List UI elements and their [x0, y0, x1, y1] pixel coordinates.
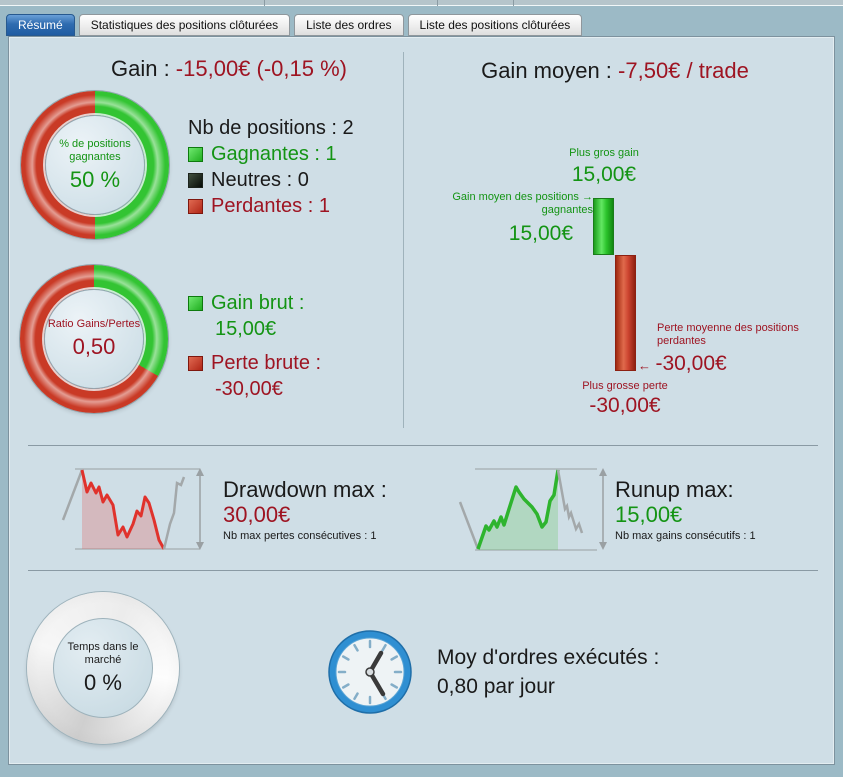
avg-win-label-line2: gagnantes [541, 204, 593, 216]
tab-liste-des-ordres[interactable]: Liste des ordres [294, 14, 404, 36]
win-percent-donut-chart: % de positions gagnantes 50 % [21, 91, 169, 239]
perte-brute-label: Perte brute : [211, 352, 322, 374]
avg-orders-text: Moy d'ordres exécutés : 0,80 par jour [437, 643, 659, 701]
vertical-divider [403, 52, 404, 428]
perte-brute-value: -30,00€ [215, 378, 283, 400]
gain-value: -15,00€ (-0,15 %) [175, 56, 347, 81]
legend-row-gagnantes: Gagnantes : 1 [188, 141, 354, 167]
green-square-icon [188, 296, 203, 311]
drawdown-sparkline-icon [61, 468, 204, 550]
tab-resume[interactable]: Résumé [6, 14, 75, 36]
gain-moyen-title: Gain moyen : -7,50€ / trade [420, 58, 810, 84]
green-square-icon [188, 147, 203, 162]
ratio-donut-center: Ratio Gains/Pertes 0,50 [44, 289, 144, 389]
red-square-icon [188, 356, 203, 371]
time-in-market-value: 0 % [84, 669, 122, 695]
top-strip-divider [437, 0, 438, 6]
plus-grosse-perte-label: Plus grosse perte [582, 380, 668, 392]
right-arrow-icon: → [582, 191, 593, 203]
ratio-donut-label: Ratio Gains/Pertes [47, 318, 141, 330]
avg-orders-line2: 0,80 par jour [437, 675, 555, 698]
time-in-market-center: Temps dans le marché 0 % [53, 618, 153, 718]
gain-moyen-value: -7,50€ / trade [618, 58, 749, 83]
avg-loss-label-line1: Perte moyenne des positions [657, 322, 799, 334]
gain-label: Gain : [110, 56, 176, 81]
positions-legend: Nb de positions : 2 Gagnantes : 1 Neutre… [188, 115, 354, 219]
runup-value: 15,00€ [615, 502, 683, 527]
waterfall-gain-bar [593, 198, 614, 255]
left-arrow-icon: ← [638, 358, 651, 373]
win-percent-donut-center: % de positions gagnantes 50 % [45, 115, 145, 215]
plus-gros-gain-label: Plus gros gain [569, 147, 639, 159]
avg-loss-label: Perte moyenne des positions perdantes [657, 322, 799, 348]
top-strip-divider [264, 0, 265, 6]
tab-liste-des-positions-cloturees[interactable]: Liste des positions clôturées [407, 14, 583, 36]
gain-brut-label: Gain brut : [211, 292, 305, 314]
clock-icon [328, 630, 412, 714]
win-donut-value: 50 % [69, 166, 121, 192]
time-in-market-label-line2: marché [84, 653, 122, 666]
gain-title: Gain : -15,00€ (-0,15 %) [20, 56, 438, 82]
legend-neutres-label: Neutres : 0 [211, 169, 309, 191]
avg-win-label-line1: Gain moyen des positions [452, 191, 579, 203]
runup-sparkline-icon [458, 468, 607, 551]
legend-row-perdantes: Perdantes : 1 [188, 193, 354, 219]
separator-line [28, 445, 818, 446]
gain-moyen-label: Gain moyen : [481, 58, 619, 83]
ratio-donut-chart: Ratio Gains/Pertes 0,50 [20, 265, 168, 413]
positions-count: Nb de positions : 2 [188, 117, 354, 139]
separator-line [28, 570, 818, 571]
top-edge-strip [0, 0, 843, 6]
avg-win-label: Gain moyen des positions → gagnantes [433, 191, 593, 217]
plus-gros-gain-value: 15,00€ [571, 163, 637, 186]
avg-loss-value: -30,00€ [655, 352, 727, 375]
tab-statistiques-positions-cloturees[interactable]: Statistiques des positions clôturées [78, 14, 291, 36]
drawdown-value: 30,00€ [223, 502, 291, 527]
avg-loss-label-line2: perdantes [657, 335, 706, 347]
time-in-market-label-line1: Temps dans le [67, 640, 139, 653]
win-donut-label-line2: gagnantes [69, 150, 121, 163]
gross-legend: Gain brut : 15,00€ Perte brute : -30,00€ [188, 290, 321, 402]
gain-brut-value: 15,00€ [215, 318, 277, 340]
gain-brut-row: Gain brut : [188, 290, 321, 316]
legend-perdantes-label: Perdantes : 1 [211, 195, 330, 217]
perte-brute-row: Perte brute : [188, 350, 321, 376]
time-in-market-gauge: Temps dans le marché 0 % [27, 592, 179, 744]
legend-row-neutres: Neutres : 0 [188, 167, 354, 193]
runup-title: Runup max: [615, 477, 734, 502]
plus-grosse-perte-value: -30,00€ [589, 394, 661, 417]
legend-gagnantes-label: Gagnantes : 1 [211, 143, 337, 165]
tab-bar: Résumé Statistiques des positions clôtur… [6, 14, 583, 36]
red-square-icon [188, 199, 203, 214]
avg-win-value: 15,00€ [508, 222, 573, 245]
drawdown-note: Nb max pertes consécutives : 1 [223, 530, 377, 542]
dark-square-icon [188, 173, 203, 188]
drawdown-title: Drawdown max : [223, 477, 387, 502]
avg-orders-line1: Moy d'ordres exécutés : [437, 646, 660, 669]
win-donut-label-line1: % de positions [59, 137, 131, 150]
ratio-donut-value: 0,50 [72, 334, 116, 359]
waterfall-loss-bar [615, 255, 636, 371]
top-strip-divider [513, 0, 514, 6]
avg-loss-value-row: ← -30,00€ [638, 352, 727, 376]
runup-note: Nb max gains consécutifs : 1 [615, 530, 756, 542]
